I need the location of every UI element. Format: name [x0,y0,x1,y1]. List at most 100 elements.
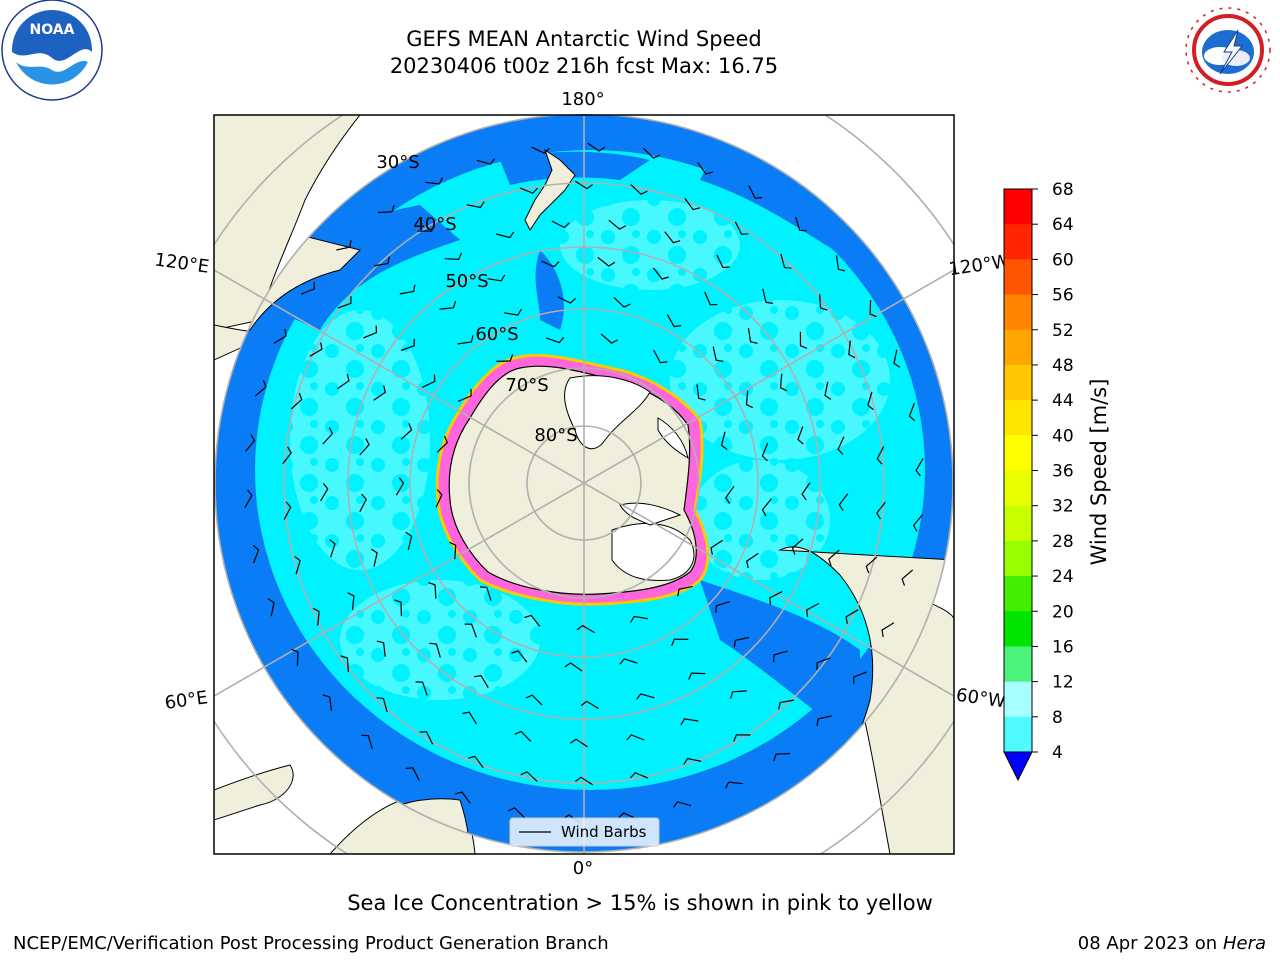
wind-barb [405,531,413,551]
wind-barb [449,541,457,560]
colorbar-title: Wind Speed [m/s] [1087,379,1111,566]
wind-barb [359,493,367,513]
wind-barb [779,373,788,392]
lat-label-30s: 30°S [376,152,419,173]
wind-barb [425,177,444,185]
wind-barb [395,477,405,496]
page-subtitle: 20230406 t00z 216h fcst Max: 16.75 [389,54,779,78]
wind-barb [747,327,758,344]
wind-barb [576,624,595,634]
wind-barb [626,734,645,741]
colorbar-tick-label: 20 [1052,602,1074,622]
colorbar-segment [1004,294,1032,331]
wind-barb [457,335,474,345]
wind-barb [746,552,759,569]
lon-label-60w: 60°W [955,685,1007,713]
colorbar-tick-label: 8 [1052,708,1063,728]
wind-barb [291,648,299,667]
colorbar-segment [1004,364,1032,401]
colorbar: 68 64 60 56 52 48 44 40 36 32 28 24 20 16 12 8 4 [1003,180,1074,782]
wind-barb [797,426,804,445]
wind-barb [734,221,749,235]
wind-barb [619,658,638,665]
colorbar-segment [1004,505,1032,542]
wind-barb [680,718,699,726]
wind-barb [394,599,402,617]
wind-barb [652,267,669,280]
wind-barb [361,734,373,750]
wind-barb [399,284,416,295]
wind-barb [244,489,253,508]
wind-barb [267,598,275,617]
wind-barb [254,380,267,397]
wind-barb [245,434,256,452]
lat-label-50s: 50°S [445,271,488,292]
wind-barb [773,752,791,761]
lon-label-120w: 120°W [947,251,1011,280]
wind-barb [474,674,489,689]
wind-barb [791,538,804,555]
wind-barb [329,539,336,558]
wind-barb [312,607,320,626]
colorbar-segment [1004,259,1032,296]
wind-barb [462,711,478,725]
wind-barb [697,162,713,175]
wind-barb [901,569,914,586]
noaa-logo-text: NOAA [30,22,75,38]
wind-barb [524,614,541,627]
wind-barb [806,602,820,618]
colorbar-segment [1004,611,1032,647]
wind-barb [715,601,730,613]
colorbar-tick-label: 48 [1052,356,1074,376]
lat-label-60s: 60°S [475,324,518,345]
wind-barb [436,435,449,453]
wind-barb [828,549,840,566]
wind-barb [608,219,626,230]
wind-barb [455,791,471,804]
wind-barb [801,482,811,501]
wind-barb [444,252,463,261]
wind-barb [848,340,856,359]
wind-barb [252,544,260,564]
colorbar-segment [1004,540,1032,577]
wind-barb [587,142,606,152]
wind-barb [724,781,743,789]
wind-barb [435,489,443,508]
wind-barb [428,582,437,599]
footer-branch: NCEP/EMC/Verification Post Processing Pr… [13,933,609,954]
wind-barb [511,650,528,663]
wind-barb [613,296,631,308]
wind-barb [377,205,395,214]
colorbar-tick-label: 32 [1052,497,1074,517]
wind-barb [915,458,924,477]
wind-barb [684,197,700,211]
colorbar-segment [1004,224,1032,260]
wind-barb [363,325,378,339]
wind-barb [671,638,689,646]
colorbar-segment [1004,400,1032,436]
wind-barb [507,807,526,819]
wind-barb [837,436,845,455]
wind-barb [710,539,724,555]
wind-barb [376,640,386,657]
colorbar-segment [1004,576,1032,612]
wind-barb [273,328,287,344]
wind-barb [476,158,496,165]
wind-barb [819,293,828,311]
wind-barb [629,772,649,779]
lon-label-0: 0° [573,858,593,879]
wind-barb [636,693,655,700]
wind-barb [421,374,436,388]
colorbar-tick-label: 28 [1052,532,1074,552]
wind-barb [688,672,706,680]
wind-barb [664,231,681,244]
lon-label-60e: 60°E [163,687,209,714]
wind-barb [696,384,706,401]
wind-barbs [244,142,924,824]
wind-barb [504,308,523,316]
legend-wind-barbs: Wind Barbs [561,823,647,841]
wind-barb [780,253,792,269]
wind-barb [525,694,543,706]
wind-barb [733,734,751,742]
wind-barb [876,446,885,465]
